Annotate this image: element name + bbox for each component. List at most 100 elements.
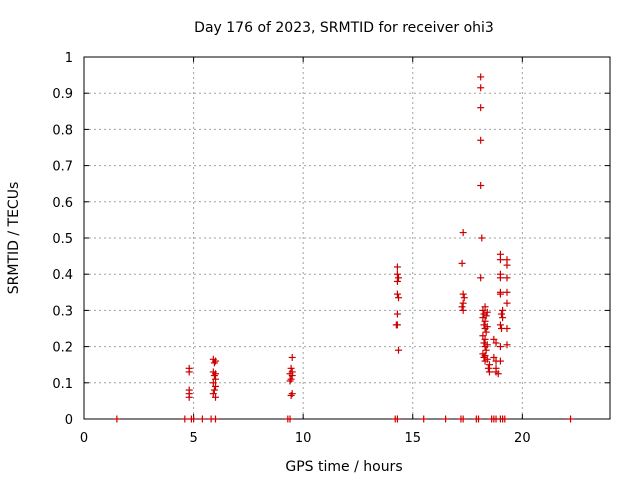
data-point: [496, 274, 504, 282]
y-axis-label: SRMTID / TECUs: [6, 182, 22, 295]
data-point: [287, 364, 295, 372]
grid-lines: [84, 57, 610, 419]
data-points: [113, 73, 575, 423]
y-tick-label: 0: [65, 413, 73, 428]
data-point: [286, 415, 294, 423]
data-point: [286, 377, 294, 385]
data-point: [458, 259, 466, 267]
data-point: [490, 335, 498, 343]
plot-frame: [83, 56, 611, 420]
data-point: [496, 357, 504, 365]
data-point: [477, 84, 485, 92]
data-point: [503, 274, 511, 282]
data-point: [479, 314, 487, 322]
data-point: [395, 274, 403, 282]
data-point: [501, 415, 509, 423]
data-point: [393, 263, 401, 271]
data-point: [481, 303, 489, 311]
data-point: [499, 306, 507, 314]
data-point: [113, 415, 121, 423]
data-point: [459, 299, 467, 307]
data-point: [567, 415, 575, 423]
data-point: [185, 368, 193, 376]
data-point: [395, 346, 403, 354]
data-point: [482, 346, 490, 354]
data-point: [492, 339, 500, 347]
data-point: [494, 370, 502, 378]
data-point: [288, 353, 296, 361]
chart-title: Day 176 of 2023, SRMTID for receiver ohi…: [194, 20, 494, 36]
data-point: [393, 277, 401, 285]
x-tick-labels: 0 5 10 15 20: [80, 431, 531, 446]
data-point: [503, 299, 511, 307]
x-tick-label: 5: [189, 431, 197, 446]
data-point: [393, 321, 401, 329]
data-point: [485, 368, 493, 376]
data-point: [212, 382, 219, 390]
data-point: [479, 332, 487, 340]
data-point: [190, 415, 198, 423]
data-point: [209, 379, 217, 387]
data-point: [481, 357, 489, 365]
data-point: [480, 321, 488, 329]
data-point: [478, 234, 486, 242]
data-point: [503, 325, 511, 332]
data-point: [475, 415, 482, 423]
y-tick-label: 0.2: [52, 341, 73, 356]
data-point: [477, 136, 485, 144]
y-tick-label: 0.7: [52, 160, 73, 175]
data-point: [459, 415, 467, 423]
data-point: [210, 386, 218, 394]
data-point: [442, 415, 450, 423]
data-point: [496, 321, 504, 329]
y-tick-label: 0.5: [52, 232, 73, 247]
data-point: [503, 261, 511, 269]
x-tick-label: 15: [404, 431, 421, 446]
y-tick-labels: 0 0.1 0.2 0.3 0.4 0.5 0.6 0.7 0.8 0.9 1: [52, 51, 73, 428]
data-point: [503, 341, 511, 349]
data-point: [498, 310, 506, 318]
data-point: [198, 415, 206, 423]
x-tick-label: 0: [80, 431, 88, 446]
data-point: [393, 270, 401, 278]
data-point: [393, 415, 401, 423]
data-point: [496, 256, 504, 264]
data-point: [481, 343, 489, 351]
data-point: [288, 390, 296, 398]
y-tick-label: 0.6: [52, 196, 73, 211]
data-point: [481, 317, 489, 325]
data-point: [393, 310, 401, 318]
data-point: [482, 328, 490, 336]
data-point: [212, 393, 219, 401]
data-point: [496, 290, 504, 298]
data-point: [499, 314, 507, 322]
data-point: [485, 361, 493, 369]
data-point: [459, 229, 467, 237]
data-point: [287, 391, 295, 399]
y-tick-label: 1: [65, 51, 73, 66]
data-point: [210, 372, 218, 380]
data-point: [481, 325, 489, 332]
data-point: [459, 306, 467, 314]
data-point: [210, 359, 218, 367]
data-point: [460, 294, 468, 302]
x-axis-label: GPS time / hours: [285, 459, 402, 475]
data-point: [477, 104, 485, 112]
data-point: [496, 343, 504, 351]
data-point: [477, 182, 485, 190]
data-point: [395, 294, 403, 302]
data-point: [420, 415, 428, 423]
data-point: [181, 415, 189, 423]
data-point: [481, 335, 489, 343]
x-tick-label: 10: [295, 431, 312, 446]
y-tick-label: 0.1: [52, 377, 73, 392]
axis-ticks: [83, 56, 610, 420]
data-point: [477, 274, 485, 282]
data-point: [477, 73, 485, 81]
data-point: [490, 353, 498, 361]
y-tick-label: 0.8: [52, 123, 73, 138]
data-point: [185, 393, 193, 401]
data-point: [459, 290, 467, 298]
y-tick-label: 0.9: [52, 87, 73, 102]
